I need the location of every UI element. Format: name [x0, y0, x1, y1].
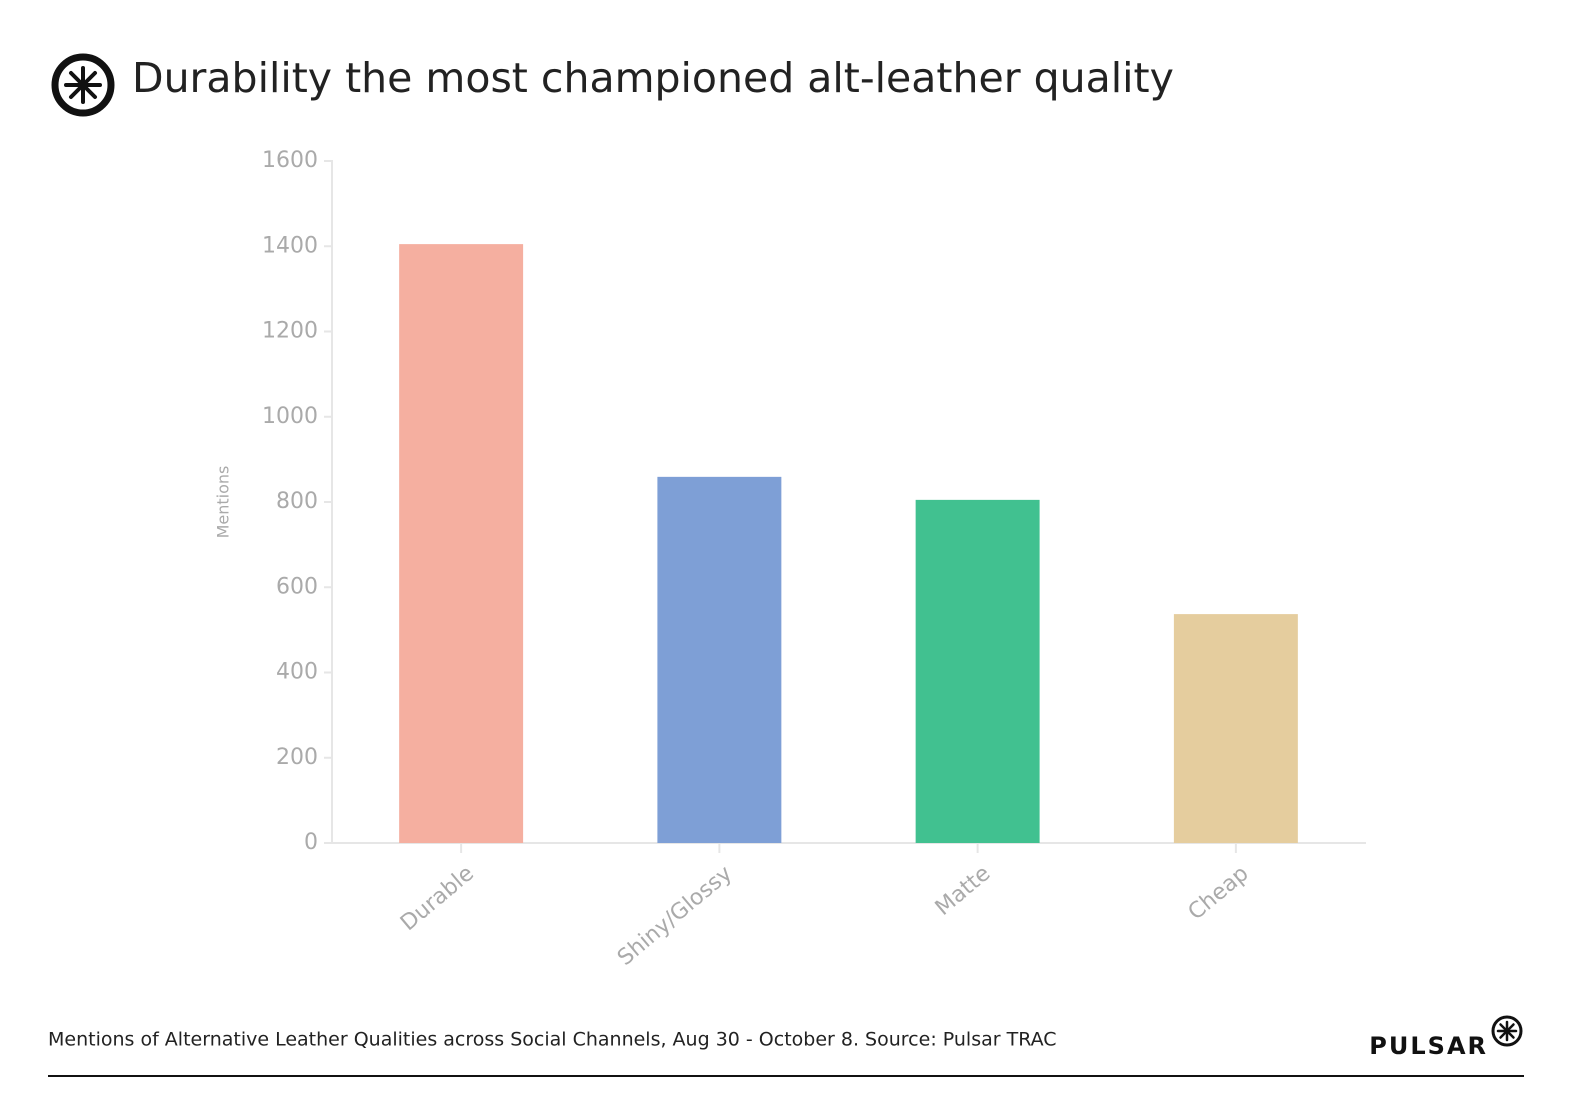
x-tick-label: Cheap [1184, 861, 1254, 925]
y-tick-label: 400 [276, 660, 318, 685]
logo-icon [51, 53, 115, 117]
chart-title: Durability the most championed alt-leath… [132, 54, 1174, 102]
y-tick-label: 0 [304, 830, 318, 855]
y-tick-label: 1400 [262, 233, 318, 258]
x-tick-label: Durable [396, 861, 479, 936]
bar [399, 244, 524, 843]
bar [915, 499, 1040, 843]
x-tick-label: Shiny/Glossy [613, 861, 737, 971]
y-tick-label: 1600 [262, 148, 318, 173]
y-tick-label: 1200 [262, 319, 318, 344]
brand-icon [1491, 1015, 1523, 1047]
caption: Mentions of Alternative Leather Qualitie… [48, 1029, 1057, 1051]
x-tick-label: Matte [931, 861, 996, 921]
y-tick-label: 200 [276, 745, 318, 770]
y-tick-label: 600 [276, 574, 318, 599]
bar [657, 476, 782, 843]
y-axis-label: Mentions [214, 466, 233, 539]
bar [1173, 614, 1298, 843]
y-tick-label: 1000 [262, 404, 318, 429]
brand: PULSAR [1369, 1032, 1488, 1060]
y-tick-label: 800 [276, 489, 318, 514]
